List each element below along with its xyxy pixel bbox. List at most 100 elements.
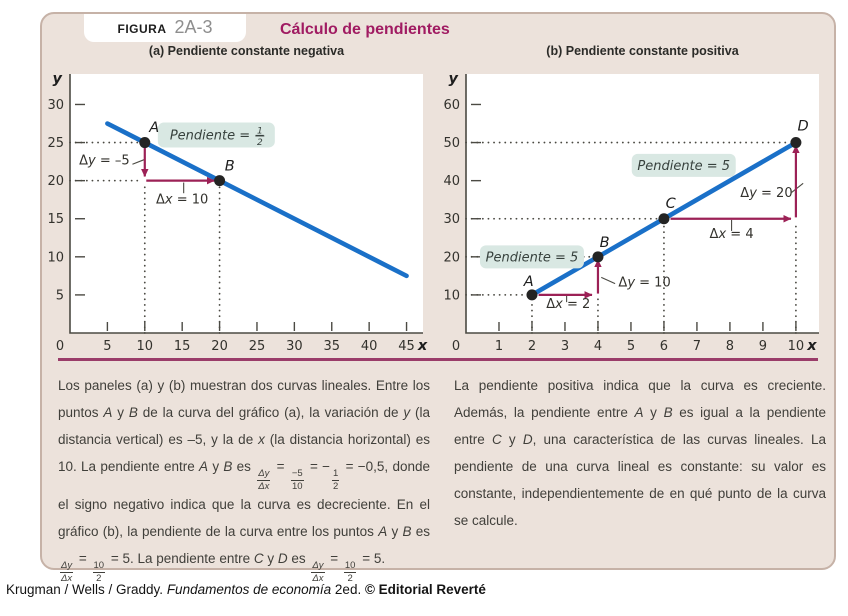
- point-C: [658, 213, 670, 225]
- point-B: [214, 175, 226, 187]
- x-tick-label: 2: [528, 339, 536, 354]
- text-run: La pendiente positiva indica que la curv…: [454, 378, 826, 420]
- text-run: A: [103, 405, 113, 420]
- text-run: © Editorial Reverté: [364, 582, 486, 597]
- chart-svg-a: 5 10 15 20 25 30 5 10 15 20 25 30 35 40 45 0 y x Pendiente…: [47, 71, 427, 354]
- y-tick-label: 15: [47, 212, 64, 227]
- y-tick-label: 10: [47, 250, 64, 265]
- x-tick-label: 1: [495, 339, 503, 354]
- x-tick-label: 10: [788, 339, 805, 354]
- y-tick-label: 40: [443, 174, 460, 189]
- annotation-connector: [132, 159, 145, 165]
- point-label-D: D: [798, 118, 809, 134]
- trend-line: [105, 121, 409, 279]
- point-label-C: C: [666, 196, 677, 212]
- point-A: [139, 137, 151, 149]
- figure-panel: FIGURA 2A-3 Cálculo de pendientes (a) Pe…: [40, 12, 836, 583]
- point-label-A: A: [523, 274, 534, 290]
- axes: [465, 74, 819, 334]
- text-run: D: [522, 432, 533, 447]
- text-run: =: [75, 551, 91, 567]
- slope-badge-text: Pendiente = 5: [637, 159, 730, 174]
- text-run: de la curva del gráfico (a), la variació…: [137, 405, 404, 420]
- figure-number: 2A-3: [174, 17, 213, 37]
- text-run: B: [223, 459, 233, 474]
- separator-line: [58, 358, 818, 361]
- chart-a-title: (a) Pendiente constante negativa: [148, 44, 345, 58]
- text-run: , una característica de las curvas linea…: [454, 432, 826, 528]
- figure-title: Cálculo de pendientes: [280, 21, 450, 38]
- y-tick-label: 5: [56, 288, 64, 303]
- text-run: es: [411, 524, 430, 540]
- text-run: y: [501, 432, 523, 447]
- annotation-label: Δx = 4: [710, 227, 754, 242]
- y-tick-label: 20: [443, 250, 460, 265]
- figure-tab: FIGURA 2A-3: [84, 14, 246, 42]
- point-D: [790, 137, 802, 149]
- slope-badge-text: Pendiente = 5: [486, 250, 579, 265]
- y-tick-label: 60: [443, 98, 460, 113]
- inline-fraction: Δy Δx: [257, 468, 271, 492]
- caption-left: Los paneles (a) y (b) muestran dos curva…: [58, 372, 430, 583]
- point-label-A: A: [148, 120, 159, 136]
- y-tick-label: 10: [443, 288, 460, 303]
- origin-label: 0: [56, 339, 64, 354]
- text-run: y: [263, 551, 278, 567]
- annotation-label: Δy = 20: [740, 186, 792, 201]
- chart-b-block: (b) Pendiente constante positiva 10 20 30 4…: [442, 44, 826, 360]
- annotation-label: Δx = 2: [546, 297, 590, 312]
- chart-a-block: (a) Pendiente constante negativa 5 10 15 20…: [46, 44, 430, 360]
- text-run: y: [643, 405, 664, 420]
- chart-a: 5 10 15 20 25 30 5 10 15 20 25 30 35 40 45 0 y x Pendiente…: [46, 62, 430, 360]
- text-run: = 5. La pendiente entre: [107, 551, 254, 567]
- x-tick-label: 20: [211, 339, 228, 354]
- figure-label: FIGURA: [117, 22, 167, 36]
- text-run: x: [258, 432, 265, 447]
- chart-b: 10 20 30 40 50 60 1 2 3 4 5 6 7 8 9 10 0 y x Pendiente = 5 P…: [442, 62, 826, 360]
- inline-fraction: 10 2: [92, 560, 106, 584]
- inline-fraction: Δy Δx: [60, 560, 74, 584]
- slope-badge: Pendiente = −1 2: [157, 122, 275, 148]
- x-tick-label: 30: [286, 339, 303, 354]
- x-tick-label: 15: [174, 339, 191, 354]
- text-run: B: [402, 524, 412, 540]
- text-run: y: [403, 405, 411, 420]
- text-run: C: [491, 432, 502, 447]
- text-run: = −: [305, 459, 330, 474]
- text-run: C: [253, 551, 264, 567]
- annotation-label: Δy = –5: [79, 154, 130, 169]
- y-tick-label: 50: [443, 136, 460, 151]
- x-tick-label: 5: [627, 339, 635, 354]
- text-run: =: [326, 551, 342, 567]
- slope-badge: Pendiente = 5: [631, 153, 736, 177]
- x-tick-label: 4: [594, 339, 602, 354]
- text-run: Los paneles (a) y (b) muestran dos curva…: [58, 378, 430, 420]
- x-tick-label: 6: [660, 339, 668, 354]
- x-tick-label: 7: [693, 339, 701, 354]
- annotation-connector: [601, 276, 616, 285]
- text-run: es: [232, 459, 256, 474]
- x-tick-label: 9: [759, 339, 767, 354]
- text-run: y: [112, 405, 129, 420]
- inline-fraction: 10 2: [343, 560, 357, 584]
- slope-badge-text: Pendiente = −: [170, 128, 265, 143]
- y-tick-label: 25: [47, 136, 64, 151]
- x-tick-label: 40: [361, 339, 378, 354]
- text-run: =: [272, 459, 289, 474]
- text-run: es: [287, 551, 310, 567]
- x-tick-label: 25: [249, 339, 266, 354]
- x-axis-label: x: [806, 338, 817, 354]
- x-tick-label: 10: [137, 339, 154, 354]
- text-run: y: [387, 524, 403, 540]
- annotation-label: Δy = 10: [618, 276, 670, 291]
- text-run: Krugman / Wells / Graddy.: [6, 582, 167, 597]
- chart-svg-b: 10 20 30 40 50 60 1 2 3 4 5 6 7 8 9 10 0 y x Pendiente = 5 P…: [443, 71, 819, 354]
- text-run: es igual a la pendiente entre: [454, 405, 826, 447]
- text-run: D: [277, 551, 288, 567]
- x-tick-label: 35: [323, 339, 340, 354]
- text-run: B: [663, 405, 673, 420]
- chart-b-title: (b) Pendiente constante positiva: [546, 44, 739, 58]
- text-run: Fundamentos de economía: [166, 582, 332, 597]
